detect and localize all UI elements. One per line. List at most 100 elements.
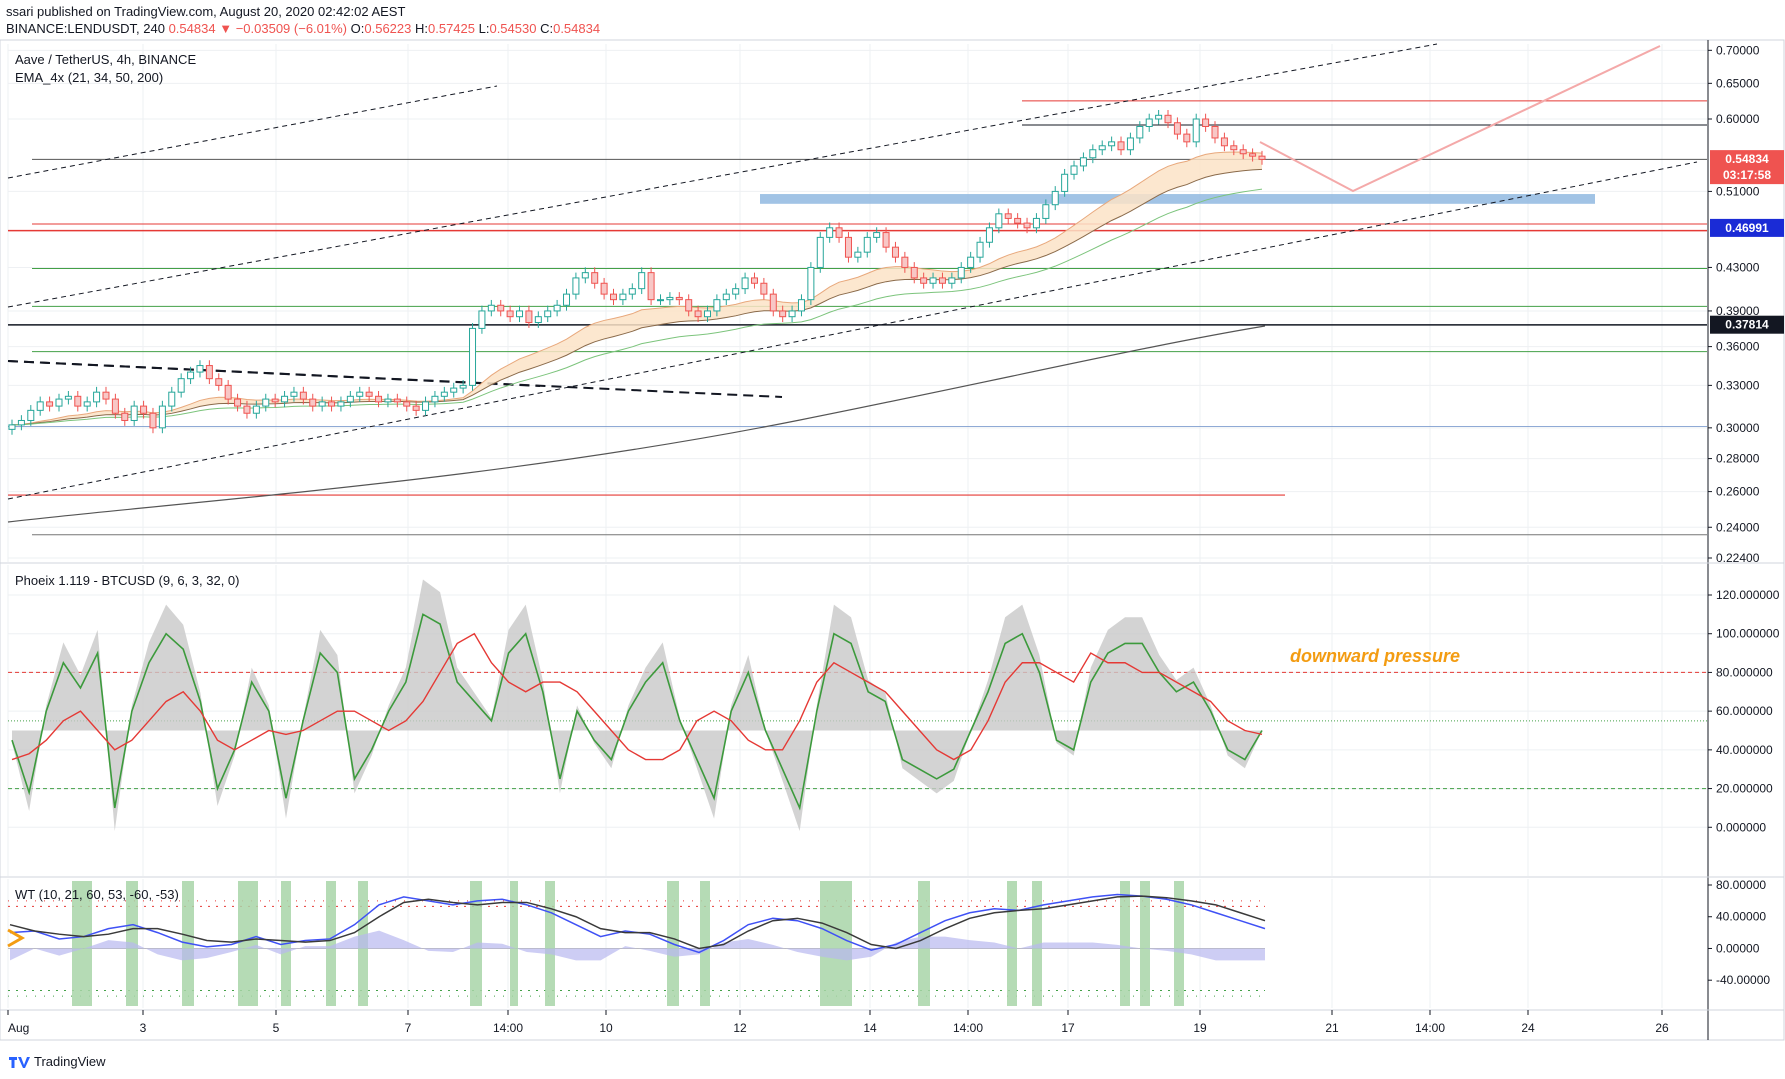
price-tag (1710, 150, 1784, 185)
y-tick-label: 20.000000 (1716, 782, 1773, 796)
y-tick-label: 0.24000 (1716, 520, 1760, 534)
close-value: 0.54834 (553, 21, 601, 36)
y-tick-label: 0.000000 (1716, 820, 1766, 834)
candle-body (130, 405, 138, 421)
y-tick-label: 0.70000 (1716, 43, 1760, 57)
down-arrow-icon: ▼ (219, 21, 233, 36)
candle-body (1032, 217, 1040, 229)
candle-body (1202, 118, 1210, 127)
wt-cross-bar (1174, 881, 1184, 1006)
open-value: 0.56223 (364, 21, 412, 36)
channel-line (7, 161, 1698, 500)
y-tick-label: 40.00000 (1716, 910, 1766, 924)
candle-body (83, 401, 91, 407)
candle-body (1070, 165, 1078, 175)
phoeix-red-line (11, 632, 1263, 761)
candle-body (318, 401, 326, 407)
candle-body (27, 409, 35, 421)
candle-body (1192, 118, 1200, 143)
candle-body (252, 405, 260, 414)
candle-body (647, 272, 655, 301)
open-label: O: (350, 21, 365, 36)
y-tick-label: 120.000000 (1716, 588, 1780, 602)
x-tick-label: 14:00 (953, 1021, 983, 1035)
indicator-legend-phoeix: Phoeix 1.119 - BTCUSD (9, 6, 3, 32, 0) (15, 573, 240, 588)
candle-body (1183, 133, 1191, 143)
candle-body (685, 299, 693, 312)
candle-body (1042, 204, 1050, 219)
candle-body (563, 293, 571, 306)
wt-cross-bar (700, 881, 710, 1006)
candle-body (769, 293, 777, 312)
candle-body (675, 296, 683, 301)
candle-body (863, 236, 871, 253)
candle-body (1117, 141, 1125, 151)
candle-body (995, 213, 1003, 229)
y-tick-label: 0.30000 (1716, 421, 1760, 435)
candle-body (610, 293, 618, 301)
y-tick-label: 0.26000 (1716, 485, 1760, 499)
candle-body (638, 272, 646, 290)
phoeix-area (12, 579, 1262, 832)
candle-body (910, 266, 918, 279)
candle-body (328, 401, 336, 407)
candle-body (1230, 145, 1238, 151)
candle-body (628, 288, 636, 295)
ema-34-line (11, 168, 1263, 426)
channel-line (7, 360, 783, 398)
ema-21-line (11, 151, 1263, 426)
wt-cross-bar (1007, 881, 1017, 1006)
candle-body (976, 241, 984, 258)
candle-body (1145, 118, 1153, 127)
wt-cross-bar (1032, 881, 1042, 1006)
candle-body (497, 304, 505, 312)
candle-body (431, 395, 439, 403)
candle-body (581, 272, 589, 279)
ema-200-line (7, 325, 1266, 523)
wt-start-marker (7, 928, 26, 948)
support-zone (760, 194, 1595, 204)
wt-cross-bar (820, 881, 852, 1006)
candle-body (1061, 173, 1069, 192)
price-tag (1710, 315, 1784, 334)
candle-body (337, 401, 345, 407)
x-tick-label: 10 (599, 1021, 613, 1035)
x-tick-label: 26 (1655, 1021, 1669, 1035)
candle-body (826, 227, 834, 238)
candle-body (1258, 155, 1266, 160)
y-tick-label: 0.60000 (1716, 112, 1760, 126)
candle-body (844, 236, 852, 258)
indicator-legend-wt: WT (10, 21, 60, 53, -60, -53) (15, 887, 179, 902)
candle-body (816, 236, 824, 268)
candle-body (572, 277, 580, 295)
candle-body (854, 251, 862, 258)
wt-cross-bar (238, 881, 258, 1006)
chart-legend-symbol: Aave / TetherUS, 4h, BINANCE (15, 52, 197, 67)
publish-line: ssari published on TradingView.com, Augu… (6, 4, 406, 19)
wt-cross-bar (545, 881, 555, 1006)
candle-body (158, 405, 166, 429)
candle-body (459, 384, 467, 389)
candle-body (205, 365, 213, 380)
candle-body (948, 277, 956, 284)
x-tick-label: 14 (863, 1021, 877, 1035)
candle-body (290, 391, 298, 397)
candle-body (1004, 213, 1012, 219)
channel-line (7, 43, 1438, 308)
candle-body (591, 272, 599, 284)
candle-body (1164, 114, 1172, 124)
candle-body (450, 387, 458, 393)
candle-body (1023, 222, 1031, 229)
candle-body (938, 277, 946, 284)
candle-body (779, 310, 787, 318)
high-value: 0.57425 (428, 21, 475, 36)
price-tag-value: 0.46991 (1725, 221, 1769, 235)
candle-body (534, 316, 542, 324)
candle-body (506, 310, 514, 318)
x-tick-label: 17 (1061, 1021, 1075, 1035)
candle-body (46, 401, 54, 407)
candle-body (694, 310, 702, 318)
x-tick-label: 14:00 (493, 1021, 523, 1035)
x-tick-label: 14:00 (1415, 1021, 1445, 1035)
